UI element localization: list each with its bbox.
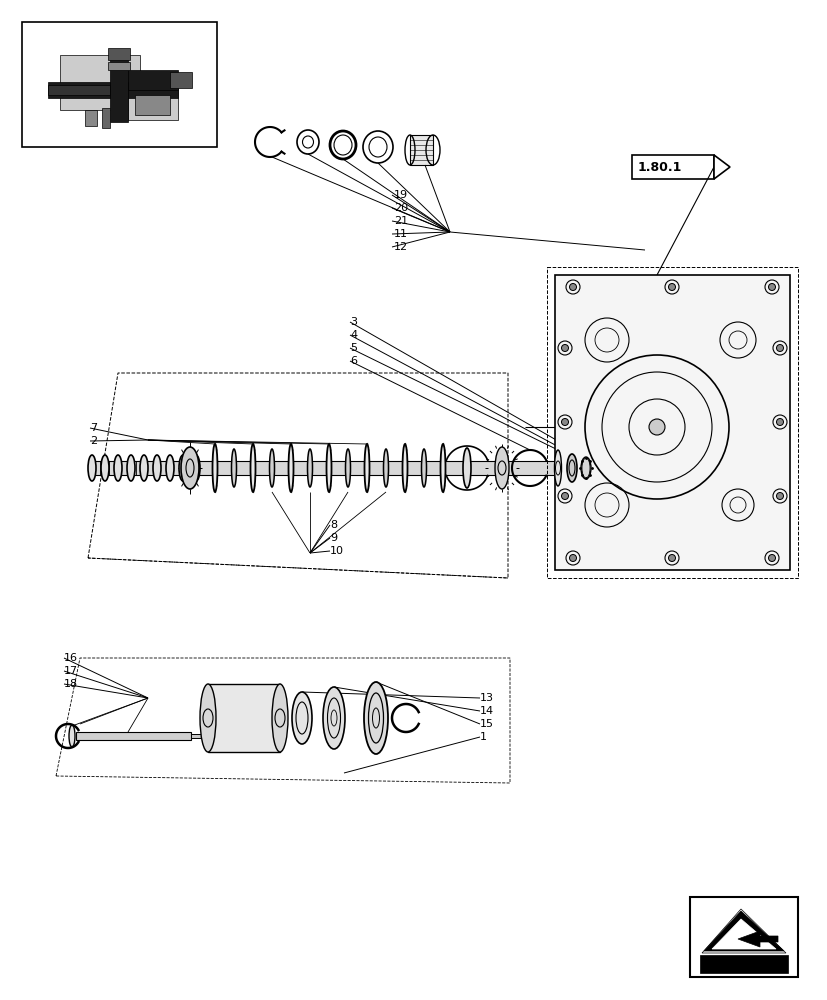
Ellipse shape bbox=[88, 455, 96, 481]
Circle shape bbox=[776, 344, 782, 352]
Bar bbox=[48, 82, 178, 98]
Text: 21: 21 bbox=[394, 216, 408, 226]
Polygon shape bbox=[701, 909, 785, 953]
Text: 8: 8 bbox=[330, 520, 337, 530]
Ellipse shape bbox=[307, 449, 312, 487]
Text: 9: 9 bbox=[330, 533, 337, 543]
Ellipse shape bbox=[153, 455, 160, 481]
Ellipse shape bbox=[323, 687, 345, 749]
Circle shape bbox=[767, 554, 775, 562]
Bar bbox=[48, 85, 110, 95]
Ellipse shape bbox=[181, 447, 198, 489]
Ellipse shape bbox=[581, 457, 590, 479]
Bar bbox=[631, 155, 713, 179]
Bar bbox=[554, 275, 789, 570]
Bar bbox=[191, 734, 206, 738]
Bar bbox=[110, 50, 128, 122]
Ellipse shape bbox=[288, 444, 293, 492]
Ellipse shape bbox=[114, 455, 122, 481]
Bar bbox=[128, 70, 178, 90]
Ellipse shape bbox=[127, 455, 135, 481]
Ellipse shape bbox=[421, 449, 426, 487]
Bar bbox=[92, 461, 557, 475]
Text: 1: 1 bbox=[480, 732, 486, 742]
Text: 19: 19 bbox=[394, 190, 408, 200]
Text: 15: 15 bbox=[480, 719, 494, 729]
Bar bbox=[208, 684, 280, 752]
Ellipse shape bbox=[566, 454, 576, 482]
Text: 3: 3 bbox=[350, 317, 356, 327]
Text: 14: 14 bbox=[480, 706, 494, 716]
Text: 7: 7 bbox=[90, 423, 97, 433]
Ellipse shape bbox=[272, 684, 288, 752]
Text: 16: 16 bbox=[64, 653, 78, 663]
Ellipse shape bbox=[326, 444, 331, 492]
Bar bbox=[128, 90, 178, 120]
Polygon shape bbox=[713, 155, 729, 179]
Ellipse shape bbox=[364, 444, 369, 492]
Circle shape bbox=[767, 284, 775, 290]
Text: 17: 17 bbox=[64, 666, 78, 676]
Ellipse shape bbox=[69, 725, 75, 747]
Ellipse shape bbox=[232, 449, 237, 487]
Bar bbox=[102, 108, 110, 128]
Text: 1.80.1: 1.80.1 bbox=[638, 161, 681, 174]
Ellipse shape bbox=[462, 448, 471, 488]
Bar bbox=[135, 95, 170, 115]
Circle shape bbox=[667, 284, 675, 290]
Circle shape bbox=[561, 418, 568, 426]
Ellipse shape bbox=[213, 444, 218, 492]
Ellipse shape bbox=[402, 444, 407, 492]
Bar bbox=[22, 22, 217, 147]
Ellipse shape bbox=[383, 449, 388, 487]
Text: 13: 13 bbox=[480, 693, 494, 703]
Ellipse shape bbox=[192, 455, 200, 481]
Text: 12: 12 bbox=[394, 242, 408, 252]
Ellipse shape bbox=[292, 692, 312, 744]
Ellipse shape bbox=[140, 455, 148, 481]
Circle shape bbox=[667, 554, 675, 562]
Circle shape bbox=[561, 492, 568, 499]
Text: 11: 11 bbox=[394, 229, 408, 239]
Bar bbox=[170, 72, 192, 88]
Bar bbox=[699, 955, 787, 973]
Ellipse shape bbox=[440, 444, 445, 492]
Text: 5: 5 bbox=[350, 343, 356, 353]
Ellipse shape bbox=[165, 455, 174, 481]
Bar bbox=[60, 55, 140, 110]
Bar bbox=[85, 110, 97, 126]
Ellipse shape bbox=[101, 455, 109, 481]
Polygon shape bbox=[703, 911, 783, 951]
Text: 2: 2 bbox=[90, 436, 97, 446]
Circle shape bbox=[776, 492, 782, 499]
Text: 4: 4 bbox=[350, 330, 356, 340]
Ellipse shape bbox=[364, 682, 388, 754]
Polygon shape bbox=[711, 919, 775, 949]
Ellipse shape bbox=[179, 455, 187, 481]
Ellipse shape bbox=[269, 449, 275, 487]
Text: 20: 20 bbox=[394, 203, 408, 213]
Bar bbox=[76, 732, 191, 740]
Bar bbox=[547, 267, 797, 578]
Bar bbox=[409, 135, 433, 165]
Circle shape bbox=[561, 344, 568, 352]
Circle shape bbox=[569, 284, 576, 290]
Ellipse shape bbox=[200, 684, 216, 752]
Bar bbox=[108, 62, 130, 70]
Text: 6: 6 bbox=[350, 356, 356, 366]
Bar bbox=[108, 48, 130, 60]
Circle shape bbox=[569, 554, 576, 562]
Circle shape bbox=[776, 418, 782, 426]
Ellipse shape bbox=[495, 447, 509, 489]
Ellipse shape bbox=[554, 450, 561, 486]
Circle shape bbox=[648, 419, 664, 435]
Polygon shape bbox=[737, 931, 777, 947]
Text: 18: 18 bbox=[64, 679, 78, 689]
Bar bbox=[689, 897, 797, 977]
Ellipse shape bbox=[251, 444, 256, 492]
Text: 10: 10 bbox=[330, 546, 343, 556]
Ellipse shape bbox=[345, 449, 350, 487]
